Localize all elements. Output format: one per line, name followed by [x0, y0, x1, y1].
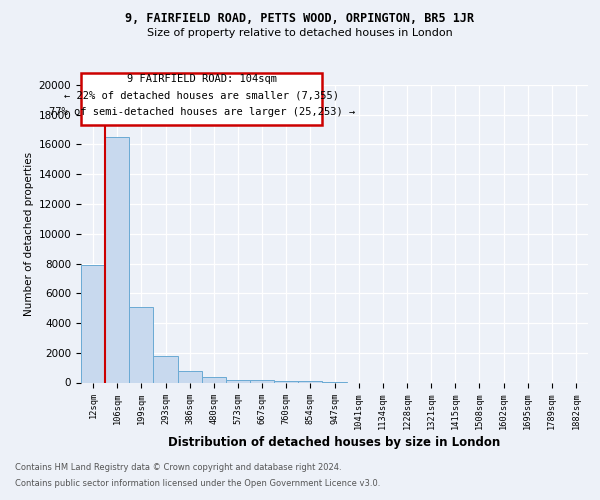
Text: Size of property relative to detached houses in London: Size of property relative to detached ho…: [147, 28, 453, 38]
FancyBboxPatch shape: [81, 73, 322, 125]
Text: 77% of semi-detached houses are larger (25,253) →: 77% of semi-detached houses are larger (…: [49, 107, 355, 117]
Bar: [154, 356, 178, 382]
Bar: [202, 377, 226, 382]
Y-axis label: Number of detached properties: Number of detached properties: [25, 152, 34, 316]
Bar: [178, 370, 202, 382]
Bar: [274, 380, 298, 382]
Text: 9 FAIRFIELD ROAD: 104sqm: 9 FAIRFIELD ROAD: 104sqm: [127, 74, 277, 84]
Bar: [129, 308, 154, 382]
X-axis label: Distribution of detached houses by size in London: Distribution of detached houses by size …: [169, 436, 500, 449]
Bar: [105, 137, 129, 382]
Bar: [81, 265, 105, 382]
Bar: [226, 380, 250, 382]
Text: Contains HM Land Registry data © Crown copyright and database right 2024.: Contains HM Land Registry data © Crown c…: [15, 464, 341, 472]
Bar: [298, 380, 322, 382]
Text: ← 22% of detached houses are smaller (7,355): ← 22% of detached houses are smaller (7,…: [64, 90, 339, 101]
Text: Contains public sector information licensed under the Open Government Licence v3: Contains public sector information licen…: [15, 478, 380, 488]
Text: 9, FAIRFIELD ROAD, PETTS WOOD, ORPINGTON, BR5 1JR: 9, FAIRFIELD ROAD, PETTS WOOD, ORPINGTON…: [125, 12, 475, 26]
Bar: [250, 380, 274, 382]
